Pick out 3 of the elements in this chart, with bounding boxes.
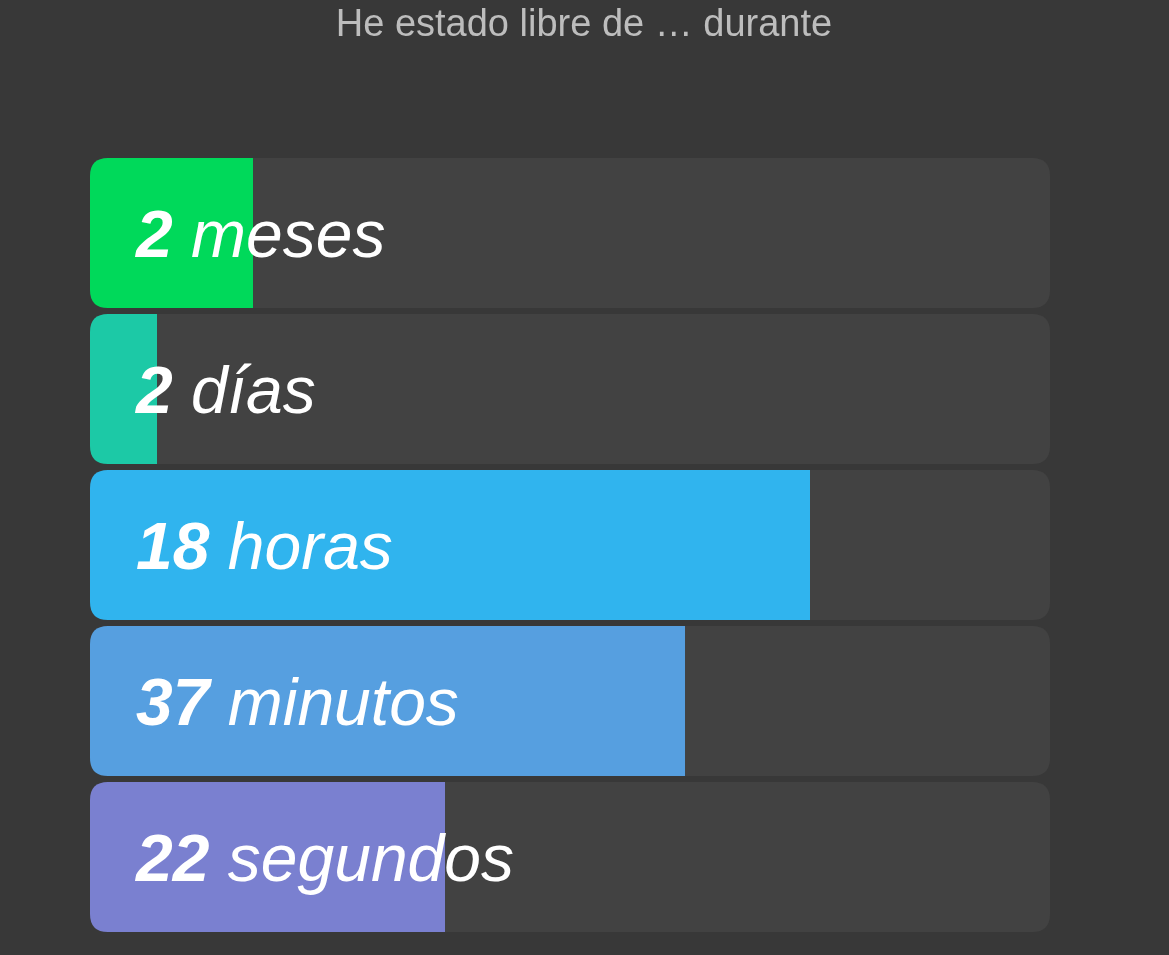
y-tick-label: 37 minutos xyxy=(136,665,459,739)
chart-title: He estado libre de … durante xyxy=(335,2,833,44)
y-tick-label: 18 horas xyxy=(136,509,393,583)
